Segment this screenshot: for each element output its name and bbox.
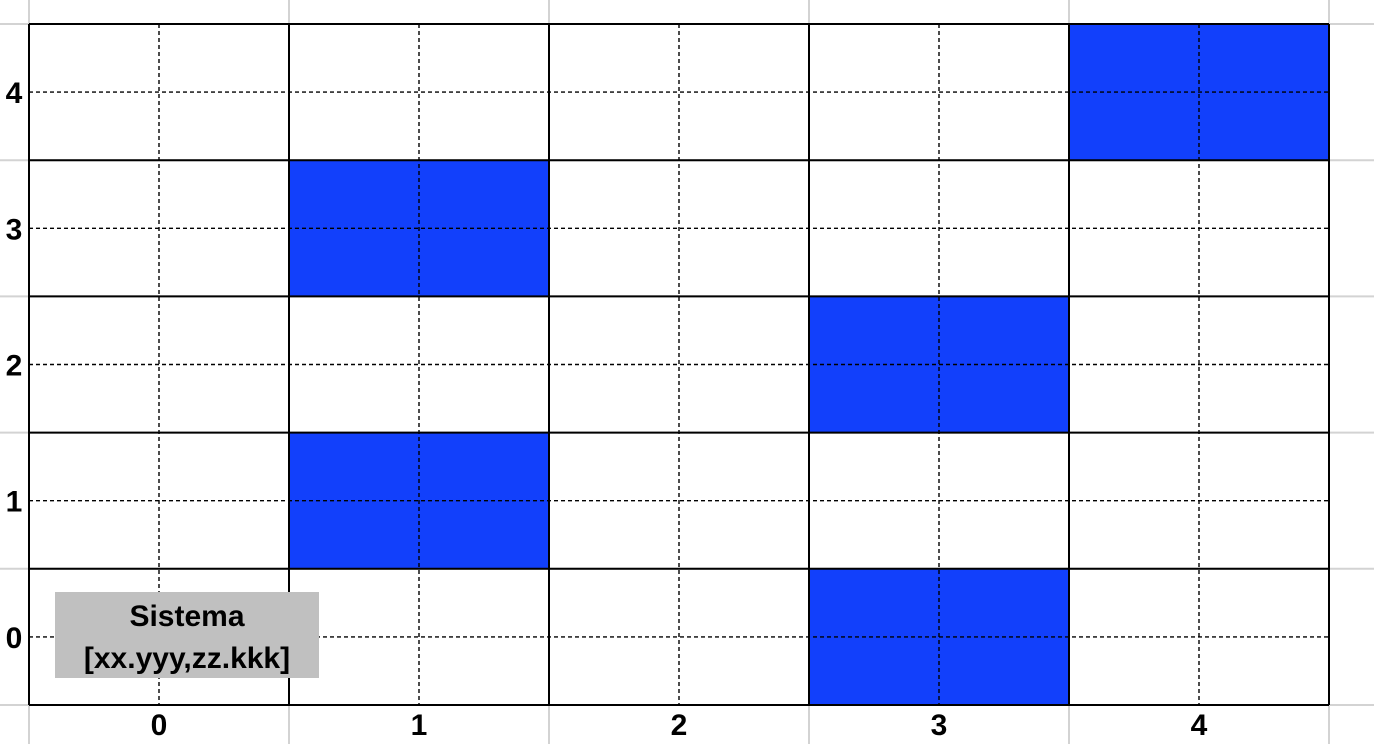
x-tick-label: 4 <box>1191 709 1208 742</box>
label-box-background <box>55 592 319 678</box>
y-tick-label: 1 <box>6 486 23 519</box>
x-tick-label: 1 <box>411 709 428 742</box>
y-tick-label: 3 <box>6 213 23 246</box>
x-axis-labels: 0 1 2 3 4 <box>151 709 1208 742</box>
dashed-center-lines <box>29 24 1329 705</box>
y-axis-labels: 0 1 2 3 4 <box>6 77 23 655</box>
solid-grid-lines <box>28 23 1330 706</box>
x-tick-label: 0 <box>151 709 168 742</box>
x-tick-label: 3 <box>931 709 948 742</box>
y-tick-label: 2 <box>6 350 23 383</box>
label-box-line1: Sistema <box>129 600 244 633</box>
label-box: Sistema [xx.yyy,zz.kkk] <box>55 592 319 678</box>
label-box-line2: [xx.yyy,zz.kkk] <box>84 642 290 675</box>
y-tick-label: 0 <box>6 622 23 655</box>
y-tick-label: 4 <box>6 77 23 110</box>
x-tick-label: 2 <box>671 709 688 742</box>
